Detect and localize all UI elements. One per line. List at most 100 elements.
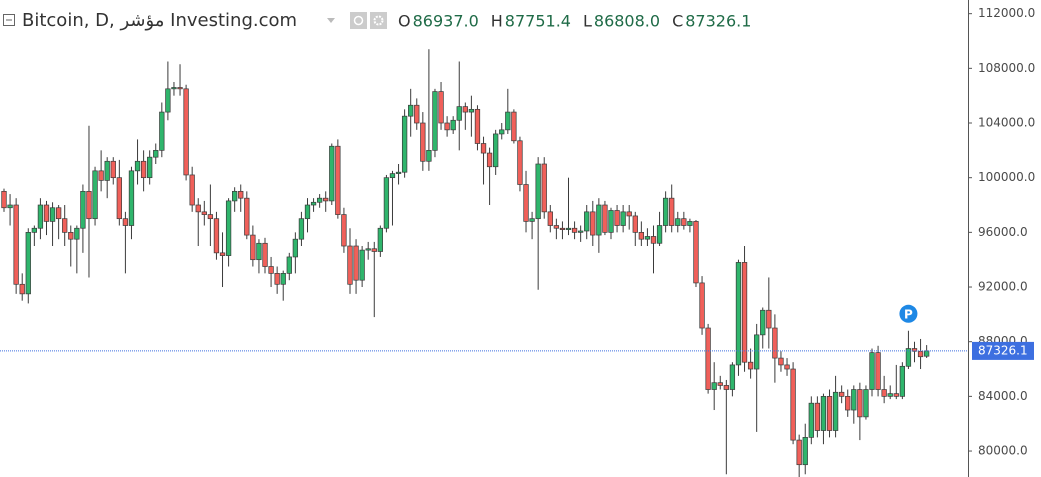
candle-body [486,152,493,168]
candle-body [590,211,596,236]
candle-body [923,350,930,357]
y-tick-label: 104000.0 [978,116,1035,130]
candle-body [832,391,839,431]
ohlc-key: O [398,12,411,31]
candle-body [699,282,705,329]
last-price-tag [972,341,1034,360]
y-tick-label: 108000.0 [978,61,1035,75]
candle-body [37,204,44,229]
candle-body [808,402,814,438]
dropdown-arrow[interactable] [327,18,335,23]
y-tick-label: 100000.0 [978,170,1035,184]
candle-body [499,129,505,135]
candle-body [1,190,7,209]
candle-body [49,207,56,222]
candle-body [814,402,821,431]
ohlc-value: 87751.4 [505,12,571,31]
candle-body [687,221,693,226]
ohlc-value: 87326.1 [685,12,751,31]
candle-body [851,389,857,411]
candle-body [104,160,110,181]
candle-body [620,211,626,226]
candle-body [517,140,523,185]
candle-body [140,160,147,179]
candle-body [669,197,675,226]
candle-body [450,119,456,131]
chart-title: Bitcoin, D, مؤشر Investing.com [22,10,297,31]
candle-body [189,174,195,206]
candle-body [766,309,772,329]
candle-body [414,104,420,124]
candle-body [790,368,796,441]
candle-body [662,197,669,226]
candle-body [316,197,323,203]
candle-body [760,309,766,336]
candle-body [778,357,784,366]
candle-body [347,245,353,285]
candle-body [772,327,778,359]
ohlc-key: L [583,12,592,31]
candle-body [820,396,827,431]
candle-body [323,197,329,202]
ohlc-key: H [491,12,503,31]
candle-body [43,204,50,222]
candle-body [693,221,699,284]
last-price-label: 87326.1 [978,343,1028,357]
candle-body [110,160,116,179]
candle-body [92,170,98,220]
candle-body [511,111,517,142]
candle-body [171,87,177,90]
candle-body [444,122,450,131]
candle-body [741,262,748,363]
candle-body [256,242,262,261]
candle-body [238,190,244,199]
candle-body [887,393,893,397]
candle-body [845,396,851,411]
candle-body [899,365,906,397]
candle-body [31,227,37,233]
candle-body [68,231,74,240]
candle-body [298,218,305,240]
marker-label: P [904,307,913,321]
candle-body [644,236,651,240]
candle-body [153,149,159,158]
candle-body [55,207,62,220]
candle-body [359,249,365,281]
candle-body [735,262,742,366]
candle-body [207,214,214,220]
candle-body [596,204,602,236]
candle-body [869,352,875,390]
candle-body [656,225,663,244]
y-tick-label: 112000.0 [978,6,1035,20]
candle-body [711,382,717,390]
candle-body [86,190,92,220]
candle-body [559,227,566,230]
candle-body [310,201,317,206]
symbol-toggle[interactable] [3,14,15,26]
y-tick-label: 80000.0 [978,444,1028,458]
candle-body [547,211,553,226]
candle-body [98,170,104,181]
candle-body [681,218,687,226]
candle-body [292,238,299,258]
candle-body [729,364,736,390]
candle-body [474,108,481,144]
candle-body [857,389,863,418]
candle-body [395,171,402,174]
candle-body [353,245,359,281]
candle-body [577,230,584,233]
candle-body [244,197,250,236]
candle-body [377,227,383,252]
eye-button[interactable] [350,12,367,29]
ohlc-key: C [672,12,683,31]
candle-body [408,104,414,117]
settings-button[interactable] [370,12,387,29]
candle-body [432,91,438,151]
candle-body [134,160,141,172]
candle-body [893,393,899,397]
candle-body [881,389,887,397]
candle-body [535,163,541,220]
candle-body [329,145,335,202]
candle-body [250,234,256,261]
